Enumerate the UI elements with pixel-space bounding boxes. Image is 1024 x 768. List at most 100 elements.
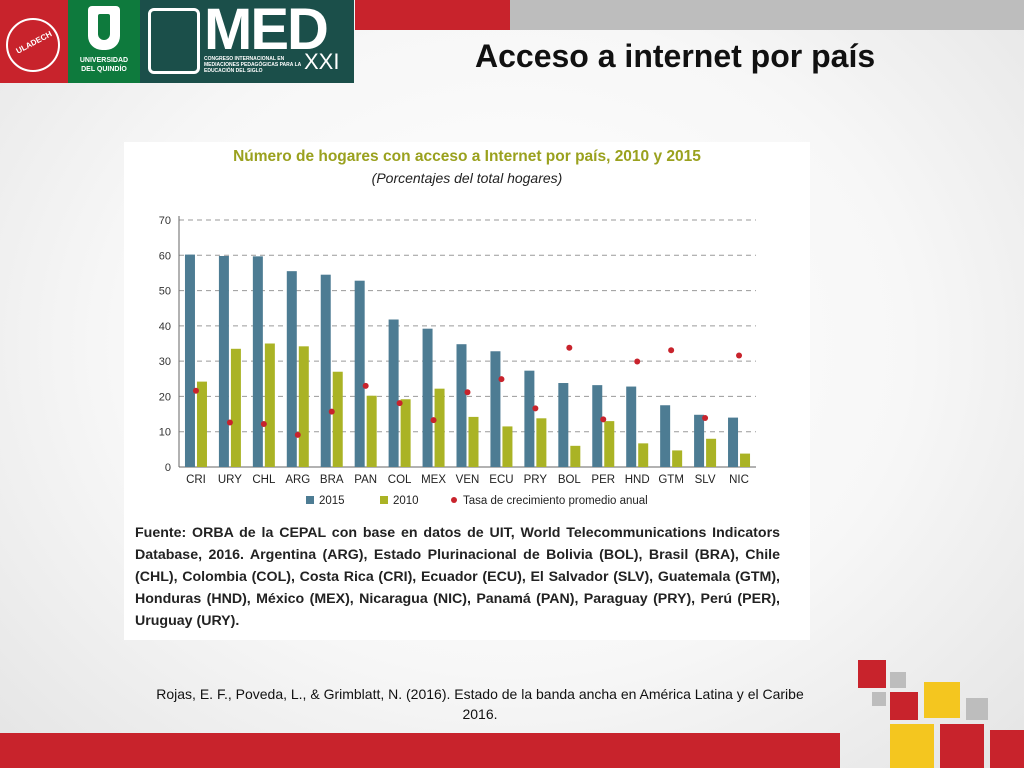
universidad-quindio-logo: UNIVERSIDAD DEL QUINDÍO	[68, 0, 140, 83]
growth-rate-point	[634, 358, 641, 365]
top-bar-gray	[510, 0, 1024, 30]
bar-2015	[558, 383, 569, 467]
bar-2015	[286, 271, 297, 467]
decor-square	[890, 724, 934, 768]
legend-2010-label: 2010	[393, 495, 419, 507]
source-text: Fuente: ORBA de la CEPAL con base en dat…	[135, 525, 780, 629]
med-logo-word: MED	[204, 0, 329, 62]
y-tick-label: 40	[159, 321, 171, 333]
bar-2010	[706, 438, 717, 467]
decor-square	[924, 682, 960, 718]
x-tick-label: HND	[625, 474, 650, 486]
bar-2010	[434, 388, 445, 467]
bar-2010	[298, 346, 309, 467]
x-tick-label: BOL	[558, 474, 582, 486]
legend-2010-swatch	[380, 496, 388, 504]
growth-rate-point	[192, 387, 199, 394]
x-tick-label: ARG	[285, 474, 310, 486]
decor-square	[858, 660, 886, 688]
bar-2015	[422, 328, 433, 467]
bar-2015	[388, 319, 399, 467]
growth-rate-point	[566, 344, 573, 351]
x-tick-label: VEN	[456, 474, 480, 486]
legend-growth-rate-swatch	[451, 497, 457, 503]
page-title: Acceso a internet por país	[475, 38, 876, 74]
chart-panel: Número de hogares con acceso a Internet …	[124, 142, 810, 640]
bar-2010	[638, 443, 649, 467]
legend-growth-rate-label: Tasa de crecimiento promedio anual	[463, 495, 648, 507]
bar-2010	[740, 453, 751, 467]
bar-2015	[592, 385, 603, 467]
bar-2010	[468, 416, 479, 467]
growth-rate-point	[736, 352, 743, 359]
bar-2010	[400, 399, 411, 467]
bar-2010	[264, 343, 275, 467]
x-tick-label: PAN	[354, 474, 377, 486]
bar-2015	[456, 344, 467, 467]
top-bar-red	[355, 0, 510, 30]
x-tick-label: MEX	[421, 474, 446, 486]
bar-2015	[184, 254, 195, 467]
growth-rate-point	[430, 417, 437, 424]
y-tick-label: 70	[159, 215, 171, 227]
decor-square	[966, 698, 988, 720]
growth-rate-point	[702, 414, 709, 421]
bar-2015	[252, 256, 263, 467]
growth-rate-point	[362, 382, 369, 389]
x-tick-label: SLV	[695, 474, 716, 486]
bar-2010	[570, 445, 581, 467]
x-tick-label: PRY	[524, 474, 548, 486]
uladech-logo: ULADECH	[0, 0, 68, 83]
bar-2010	[536, 418, 547, 467]
med-xxi-logo: MED CONGRESO INTERNACIONAL EN MEDIACIONE…	[140, 0, 354, 83]
bar-chart: 0 10 20 30 40 50 60 70 CRI URY CHL ARG BRA PAN COL MEX V…	[159, 215, 756, 507]
growth-rate-point	[498, 376, 505, 383]
bar-2015	[320, 274, 331, 467]
bar-2015	[694, 414, 705, 467]
growth-rate-point	[396, 400, 403, 407]
y-tick-label: 30	[159, 356, 171, 368]
bar-2015	[626, 386, 637, 467]
y-tick-label: 10	[159, 427, 171, 439]
x-tick-label: URY	[218, 474, 242, 486]
chart-title: Número de hogares con acceso a Internet …	[233, 148, 701, 165]
legend-2015-label: 2015	[319, 495, 345, 507]
source-note: Fuente: ORBA de la CEPAL con base en dat…	[135, 522, 780, 632]
bar-2010	[332, 371, 343, 467]
med-logo-xxi: XXI	[304, 49, 340, 74]
growth-rate-point	[464, 389, 471, 396]
shield-icon	[88, 6, 120, 50]
y-tick-label: 20	[159, 391, 171, 403]
citation: Rojas, E. F., Poveda, L., & Grimblatt, N…	[156, 686, 804, 722]
bar-2010	[672, 450, 683, 467]
x-tick-label: ECU	[489, 474, 513, 486]
growth-rate-point	[294, 431, 301, 438]
bar-2010	[366, 395, 377, 467]
x-tick-label: PER	[591, 474, 615, 486]
bar-2010	[502, 426, 513, 467]
bar-2010	[230, 348, 241, 467]
decor-square	[890, 672, 906, 688]
med-logo-subtitle: CONGRESO INTERNACIONAL EN MEDIACIONES PE…	[204, 56, 302, 74]
x-tick-label: BRA	[320, 474, 344, 486]
bar-2015	[660, 405, 671, 467]
tablet-icon	[148, 8, 200, 74]
bar-2015	[728, 417, 739, 467]
growth-rate-point	[532, 405, 539, 412]
bar-2015	[354, 280, 365, 467]
x-tick-label: GTM	[658, 474, 684, 486]
growth-rate-point	[328, 408, 335, 415]
x-tick-label: COL	[388, 474, 412, 486]
uq-line1: UNIVERSIDAD	[79, 57, 129, 64]
y-tick-label: 50	[159, 286, 171, 298]
bar-2015	[218, 255, 229, 467]
x-tick-label: CHL	[252, 474, 276, 486]
decor-square	[990, 730, 1024, 768]
bar-2015	[524, 370, 535, 467]
x-tick-label: NIC	[729, 474, 749, 486]
growth-rate-point	[226, 419, 233, 426]
growth-rate-point	[600, 416, 607, 423]
y-tick-label: 0	[165, 462, 171, 474]
decor-square	[890, 692, 918, 720]
chart-subtitle: (Porcentajes del total hogares)	[371, 170, 563, 186]
